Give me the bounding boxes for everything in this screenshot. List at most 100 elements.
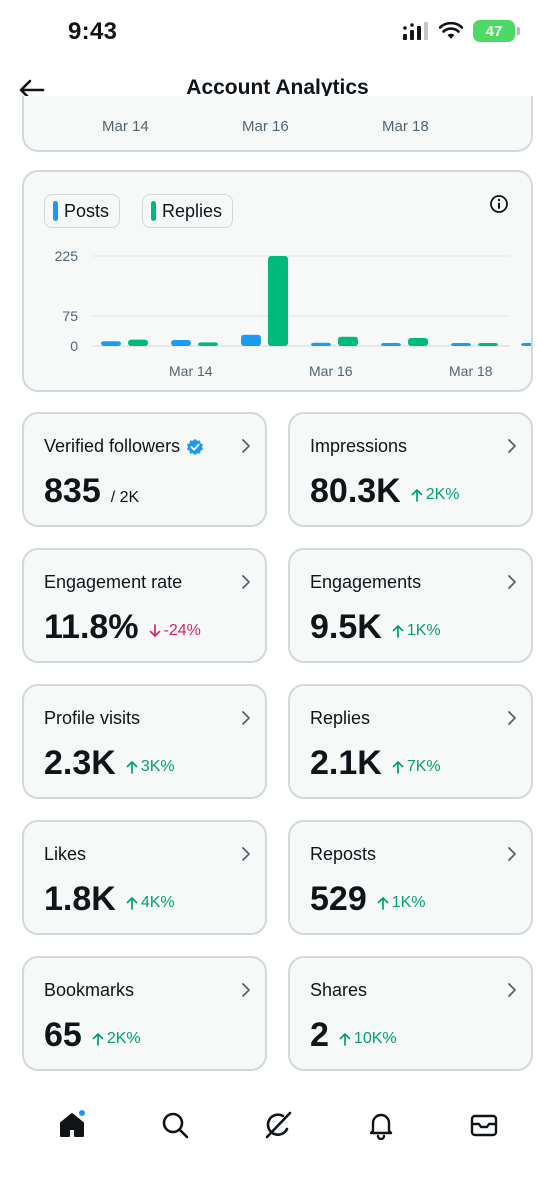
chevron-right-icon bbox=[508, 983, 516, 997]
legend-replies[interactable]: Replies bbox=[142, 194, 234, 228]
metric-value-row: 835 / 2K bbox=[44, 472, 139, 511]
nav-messages[interactable] bbox=[462, 1103, 506, 1147]
metric-value-row: 2 10K% bbox=[310, 1016, 397, 1055]
bar-posts[interactable] bbox=[101, 341, 121, 346]
nav-notifications[interactable] bbox=[359, 1103, 403, 1147]
metric-change: 10K% bbox=[339, 1030, 397, 1048]
chevron-right-icon bbox=[242, 983, 250, 997]
metric-card[interactable]: Reposts 529 1K% bbox=[288, 820, 533, 935]
x-tick-label: Mar 18 bbox=[449, 363, 493, 379]
metric-label: Engagement rate bbox=[44, 572, 182, 593]
arrow-down-icon bbox=[149, 624, 160, 637]
metric-value: 529 bbox=[310, 880, 367, 918]
metric-value: 2.3K bbox=[44, 744, 116, 782]
chevron-right-icon bbox=[508, 847, 516, 861]
metric-label-text: Profile visits bbox=[44, 708, 141, 728]
metric-card[interactable]: Replies 2.1K 7K% bbox=[288, 684, 533, 799]
nav-home[interactable] bbox=[50, 1103, 94, 1147]
y-tick-label: 75 bbox=[62, 308, 78, 324]
arrow-up-icon bbox=[377, 897, 389, 910]
bar-posts[interactable] bbox=[451, 343, 471, 346]
chevron-right-icon bbox=[508, 439, 516, 453]
arrow-up-icon bbox=[339, 1033, 351, 1046]
metric-value-row: 80.3K 2K% bbox=[310, 472, 460, 511]
metric-change: 2K% bbox=[92, 1030, 141, 1048]
arrow-up-icon bbox=[392, 761, 404, 774]
verified-badge-icon bbox=[186, 438, 204, 455]
bar-replies[interactable] bbox=[338, 336, 358, 346]
metric-card[interactable]: Bookmarks 65 2K% bbox=[22, 956, 267, 1071]
metric-label-text: Verified followers bbox=[44, 436, 181, 456]
home-icon bbox=[59, 1113, 84, 1137]
metric-label-text: Impressions bbox=[310, 436, 408, 456]
legend-posts[interactable]: Posts bbox=[44, 194, 121, 228]
metric-label-text: Bookmarks bbox=[44, 980, 135, 1000]
bar-posts[interactable] bbox=[311, 342, 331, 346]
bar-posts[interactable] bbox=[381, 343, 401, 346]
metric-change: 2K% bbox=[411, 486, 460, 504]
y-tick-label: 225 bbox=[55, 248, 79, 264]
nav-search[interactable] bbox=[153, 1103, 197, 1147]
metric-label-text: Likes bbox=[44, 844, 87, 864]
metric-card[interactable]: Likes 1.8K 4K% bbox=[22, 820, 267, 935]
metric-card[interactable]: Profile visits 2.3K 3K% bbox=[22, 684, 267, 799]
metric-value-row: 11.8% -24% bbox=[44, 608, 201, 647]
metric-card[interactable]: Verified followers 835 / 2K bbox=[22, 412, 267, 527]
metric-change-value: 7K% bbox=[406, 758, 441, 775]
grok-icon bbox=[265, 1111, 291, 1139]
metric-change-value: 2K% bbox=[106, 1030, 141, 1047]
metric-label-text: Replies bbox=[310, 708, 371, 728]
metric-change-value: 2K% bbox=[425, 486, 460, 503]
metric-card[interactable]: Impressions 80.3K 2K% bbox=[288, 412, 533, 527]
arrow-up-icon bbox=[411, 489, 423, 502]
arrow-up-icon bbox=[92, 1033, 104, 1046]
status-icons: 47 bbox=[403, 20, 520, 42]
bell-icon bbox=[369, 1113, 392, 1140]
bar-replies[interactable] bbox=[408, 338, 428, 346]
bar-replies[interactable] bbox=[198, 342, 218, 346]
bar-chart: 0 75 225 Mar 14 Mar 16 Mar 18 bbox=[55, 248, 531, 379]
status-time: 9:43 bbox=[68, 18, 118, 45]
metric-card[interactable]: Engagements 9.5K 1K% bbox=[288, 548, 533, 663]
bar-posts[interactable] bbox=[241, 334, 261, 346]
metric-label-text: Engagement rate bbox=[44, 572, 183, 592]
bar-posts[interactable] bbox=[521, 343, 531, 346]
x-axis-label: Mar 14 bbox=[102, 118, 149, 135]
metric-card[interactable]: Engagement rate 11.8% -24% bbox=[22, 548, 267, 663]
metric-change-value: 1K% bbox=[391, 894, 426, 911]
metric-change: 4K% bbox=[126, 894, 175, 912]
arrow-up-icon bbox=[392, 625, 404, 638]
battery-indicator: 47 bbox=[473, 20, 520, 42]
bar-replies[interactable] bbox=[268, 256, 288, 346]
metric-label-text: Reposts bbox=[310, 844, 377, 864]
metric-value: 835 bbox=[44, 472, 101, 510]
metric-value-row: 2.1K 7K% bbox=[310, 744, 441, 783]
metric-label: Bookmarks bbox=[44, 980, 134, 1001]
chevron-right-icon bbox=[242, 439, 250, 453]
chevron-right-icon bbox=[242, 847, 250, 861]
page-title: Account Analytics bbox=[186, 76, 369, 99]
metric-value: 2 bbox=[310, 1016, 329, 1054]
x-tick-label: Mar 16 bbox=[309, 363, 353, 379]
metric-card[interactable]: Shares 2 10K% bbox=[288, 956, 533, 1071]
nav-grok[interactable] bbox=[256, 1103, 300, 1147]
wifi-icon bbox=[439, 22, 463, 39]
metric-label-text: Engagements bbox=[310, 572, 422, 592]
metric-change-value: 1K% bbox=[406, 622, 441, 639]
cellular-signal-icon bbox=[403, 22, 428, 40]
bar-replies[interactable] bbox=[128, 339, 148, 346]
metric-label: Reposts bbox=[310, 844, 376, 865]
bar-posts[interactable] bbox=[171, 340, 191, 346]
x-axis-label: Mar 18 bbox=[382, 118, 429, 135]
bar-replies[interactable] bbox=[478, 343, 498, 346]
metric-value: 65 bbox=[44, 1016, 82, 1054]
legend-posts-label: Posts bbox=[64, 200, 110, 221]
metric-change: -24% bbox=[149, 622, 201, 640]
metric-value: 2.1K bbox=[310, 744, 382, 782]
activity-chart-card: Posts Replies 0 75 225 Mar 14 Mar 16 Mar 18 bbox=[22, 170, 533, 392]
metric-change: 7K% bbox=[392, 758, 441, 776]
metric-label: Likes bbox=[44, 844, 86, 865]
metric-value-row: 1.8K 4K% bbox=[44, 880, 175, 919]
previous-chart-card: Mar 14 Mar 16 Mar 18 bbox=[22, 96, 533, 152]
info-icon[interactable] bbox=[489, 194, 509, 214]
